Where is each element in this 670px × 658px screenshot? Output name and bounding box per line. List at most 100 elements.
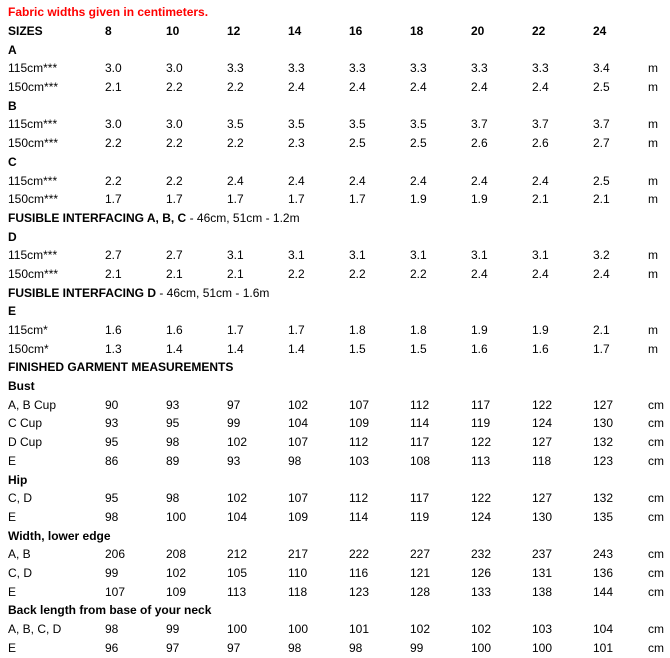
value-cell: 232	[471, 547, 492, 562]
table-row: E 96 97 97 98 98 99 100 100 101 cm	[0, 639, 670, 658]
value-cell: 2.1	[593, 323, 610, 337]
row-label-cell: A, B, C, D	[8, 622, 62, 636]
value-cell: 1.7	[227, 192, 244, 207]
value-cell: 98	[166, 435, 180, 450]
value-cell: 109	[288, 509, 309, 524]
value-cell: 212	[227, 547, 248, 562]
table-row: A, B Cup 90 93 97 102 107 112 117 122 127 cm	[0, 396, 670, 415]
value-cell: 3.7	[532, 117, 549, 132]
row-label-cell: 115cm***	[8, 117, 58, 132]
section-row: A	[0, 41, 670, 60]
value-cell: 98	[349, 640, 363, 655]
value-cell: 1.5	[349, 341, 366, 356]
table-row: D Cup 95 98 102 107 112 117 122 127 132 cm	[0, 433, 670, 452]
value-cell: 2.2	[166, 80, 183, 95]
row-label-cell: E	[8, 640, 17, 655]
size-chart-tbody: SIZES 8 10 12 14 16 18 20 22 24 A 115cm*** 3.0 3.0 3.3…	[0, 22, 670, 657]
unit-cell: cm	[648, 565, 664, 580]
value-cell: 126	[471, 565, 492, 580]
unit-cell: m	[648, 341, 658, 356]
unit-cell: cm	[648, 622, 664, 636]
value-cell: 3.0	[166, 61, 183, 76]
value-cell: 132	[593, 435, 614, 450]
value-cell: 104	[288, 416, 309, 431]
section-label-cell: D	[8, 229, 17, 244]
value-cell: 113	[227, 584, 247, 599]
value-cell: 104	[227, 509, 248, 524]
value-cell: 109	[349, 416, 370, 431]
interfacing-note-cell: FUSIBLE INTERFACING D - 46cm, 51cm - 1.6…	[0, 284, 670, 303]
value-cell: 124	[471, 509, 492, 524]
value-cell: 93	[166, 397, 180, 412]
value-cell: 122	[471, 435, 492, 450]
table-row: 115cm* 1.6 1.6 1.7 1.7 1.8 1.8 1.9 1.9 2.1 m	[0, 321, 670, 340]
row-label-cell: E	[8, 509, 17, 524]
value-cell: 2.3	[288, 136, 305, 151]
value-cell: 135	[593, 509, 614, 524]
table-row: 115cm*** 2.7 2.7 3.1 3.1 3.1 3.1 3.1 3.1 3.2 m	[0, 246, 670, 265]
row-label-cell: A, B	[8, 547, 31, 562]
value-cell: 2.6	[471, 136, 488, 151]
interfacing-note-detail: - 46cm, 51cm - 1.2m	[186, 210, 300, 225]
value-cell: 102	[227, 491, 248, 506]
row-label-cell: 115cm***	[8, 61, 58, 76]
section-label-cell: Hip	[8, 472, 28, 487]
section-label-cell: FINISHED GARMENT MEASUREMENTS	[8, 360, 234, 375]
value-cell: 2.2	[349, 266, 366, 281]
unit-cell: m	[648, 266, 658, 281]
value-cell: 2.1	[227, 266, 244, 281]
value-cell: 1.4	[166, 341, 183, 356]
value-cell: 2.5	[410, 136, 427, 151]
sizes-header-label: SIZES	[8, 24, 43, 38]
value-cell: 113	[471, 453, 491, 468]
value-cell: 97	[166, 640, 180, 655]
value-cell: 112	[349, 491, 369, 506]
row-label-cell: 150cm***	[8, 192, 59, 207]
value-cell: 1.6	[471, 341, 488, 356]
value-cell: 1.6	[105, 323, 122, 337]
value-cell: 3.5	[288, 117, 305, 132]
value-cell: 95	[105, 435, 119, 450]
value-cell: 131	[532, 565, 553, 580]
value-cell: 3.3	[227, 61, 244, 76]
table-row: A, B 206 208 212 217 222 227 232 237 243 cm	[0, 545, 670, 564]
value-cell: 2.1	[105, 80, 122, 95]
table-row: E 107 109 113 118 123 128 133 138 144 cm	[0, 583, 670, 602]
value-cell: 2.4	[532, 266, 549, 281]
value-cell: 97	[227, 397, 241, 412]
table-row: E 86 89 93 98 103 108 113 118 123 cm	[0, 452, 670, 471]
size-column-header: 18	[410, 24, 424, 38]
unit-cell: cm	[648, 509, 664, 524]
row-label-cell: 150cm***	[8, 80, 59, 95]
value-cell: 2.6	[532, 136, 549, 151]
value-cell: 243	[593, 547, 614, 562]
size-column-header: 8	[105, 24, 112, 38]
value-cell: 130	[593, 416, 614, 431]
value-cell: 3.2	[593, 248, 610, 263]
section-label-cell: Width, lower edge	[8, 528, 111, 543]
value-cell: 3.3	[532, 61, 549, 76]
value-cell: 107	[288, 435, 309, 450]
value-cell: 110	[288, 565, 308, 580]
value-cell: 118	[532, 453, 552, 468]
value-cell: 98	[288, 453, 302, 468]
section-row: D	[0, 228, 670, 247]
unit-cell: cm	[648, 435, 664, 450]
value-cell: 2.5	[349, 136, 366, 151]
table-row: 150cm* 1.3 1.4 1.4 1.4 1.5 1.5 1.6 1.6 1.7 m	[0, 340, 670, 359]
table-row: C, D 99 102 105 110 116 121 126 131 136 cm	[0, 564, 670, 583]
table-row: C Cup 93 95 99 104 109 114 119 124 130 cm	[0, 414, 670, 433]
value-cell: 2.4	[471, 80, 488, 95]
unit-cell: cm	[648, 416, 664, 431]
value-cell: 2.5	[593, 80, 610, 95]
row-label-cell: 150cm***	[8, 266, 59, 281]
value-cell: 86	[105, 453, 119, 468]
value-cell: 104	[593, 622, 614, 636]
value-cell: 1.8	[410, 323, 427, 337]
value-cell: 3.3	[410, 61, 427, 76]
value-cell: 3.0	[105, 117, 122, 132]
value-cell: 2.1	[532, 192, 549, 207]
value-cell: 107	[105, 584, 126, 599]
fabric-widths-note: Fabric widths given in centimeters.	[8, 5, 209, 19]
size-column-header: 10	[166, 24, 180, 38]
